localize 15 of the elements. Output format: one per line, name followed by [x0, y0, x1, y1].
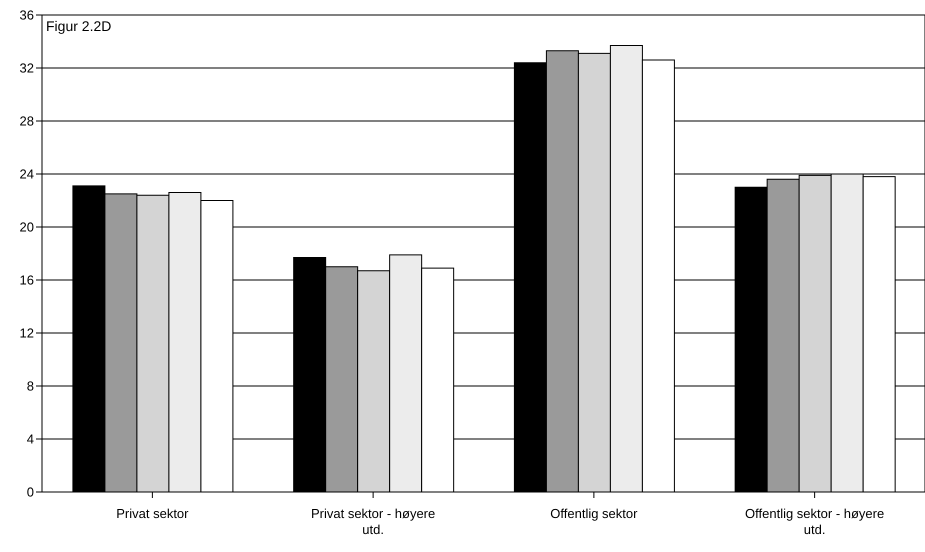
y-tick-label: 8	[26, 378, 34, 394]
y-tick-label: 4	[26, 432, 34, 447]
y-tick-label: 12	[20, 326, 34, 341]
x-tick-label: Offentlig sektor - høyere utd.	[745, 506, 884, 537]
y-tick-label: 24	[20, 166, 34, 182]
x-tick-label: Privat sektor	[116, 506, 190, 521]
y-tick-label: 0	[26, 484, 34, 500]
chart-title: Figur 2.2D	[44, 17, 114, 35]
y-tick-label: 32	[20, 60, 34, 76]
y-tick-label: 20	[20, 220, 34, 235]
y-tick-label: 16	[20, 272, 34, 288]
x-tick-label: Privat sektor - høyere utd.	[310, 506, 436, 537]
y-tick-label: 36	[20, 8, 34, 23]
x-tick-label: Offentlig sektor	[550, 506, 638, 521]
y-tick-label: 28	[20, 114, 34, 129]
